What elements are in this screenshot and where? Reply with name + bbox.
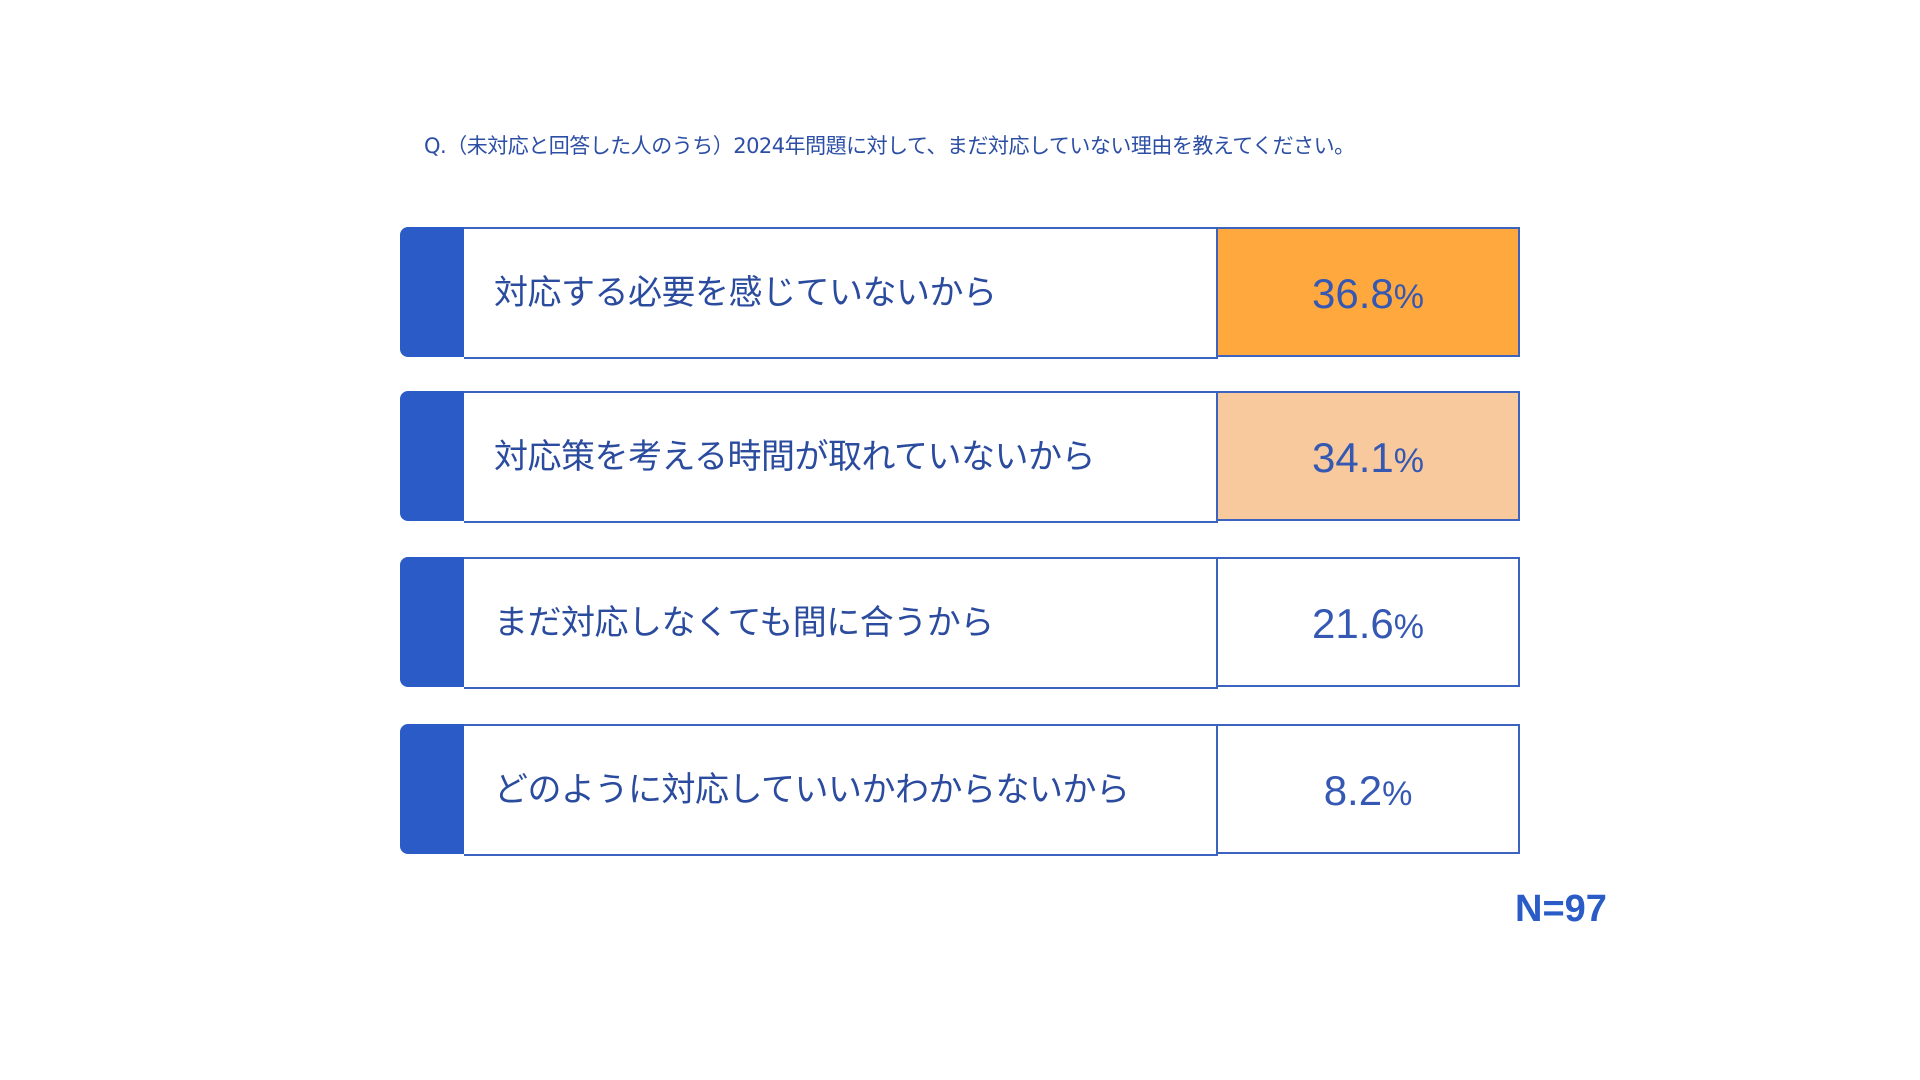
label-box: 対応策を考える時間が取れていないから (464, 391, 1218, 523)
question-title: Q.（未対応と回答した人のうち）2024年問題に対して、まだ対応していない理由を… (424, 134, 1355, 158)
answer-value: 36.8% (1312, 270, 1424, 317)
value-box: 36.8% (1216, 227, 1520, 357)
row-accent-bar (400, 724, 466, 854)
sample-size-label: N=97 (1515, 888, 1607, 930)
label-box: 対応する必要を感じていないから (464, 227, 1218, 359)
answer-value: 8.2% (1323, 767, 1413, 814)
label-box: どのように対応していいかわからないから (464, 724, 1218, 856)
row-accent-bar (400, 557, 466, 687)
answer-label: 対応する必要を感じていないから (494, 273, 997, 313)
value-box: 8.2% (1216, 724, 1520, 854)
answer-row: 対応する必要を感じていないから 36.8% (400, 227, 1520, 359)
answer-label: まだ対応しなくても間に合うから (494, 603, 994, 643)
answer-row: 対応策を考える時間が取れていないから 34.1% (400, 391, 1520, 523)
answer-label: 対応策を考える時間が取れていないから (494, 437, 1095, 477)
value-box: 34.1% (1216, 391, 1520, 521)
row-accent-bar (400, 227, 466, 357)
answer-row: まだ対応しなくても間に合うから 21.6% (400, 557, 1520, 689)
answer-value: 21.6% (1312, 600, 1424, 647)
answer-value: 34.1% (1312, 434, 1424, 481)
value-box: 21.6% (1216, 557, 1520, 687)
row-accent-bar (400, 391, 466, 521)
answer-label: どのように対応していいかわからないから (494, 770, 1130, 810)
answer-row: どのように対応していいかわからないから 8.2% (400, 724, 1520, 856)
label-box: まだ対応しなくても間に合うから (464, 557, 1218, 689)
